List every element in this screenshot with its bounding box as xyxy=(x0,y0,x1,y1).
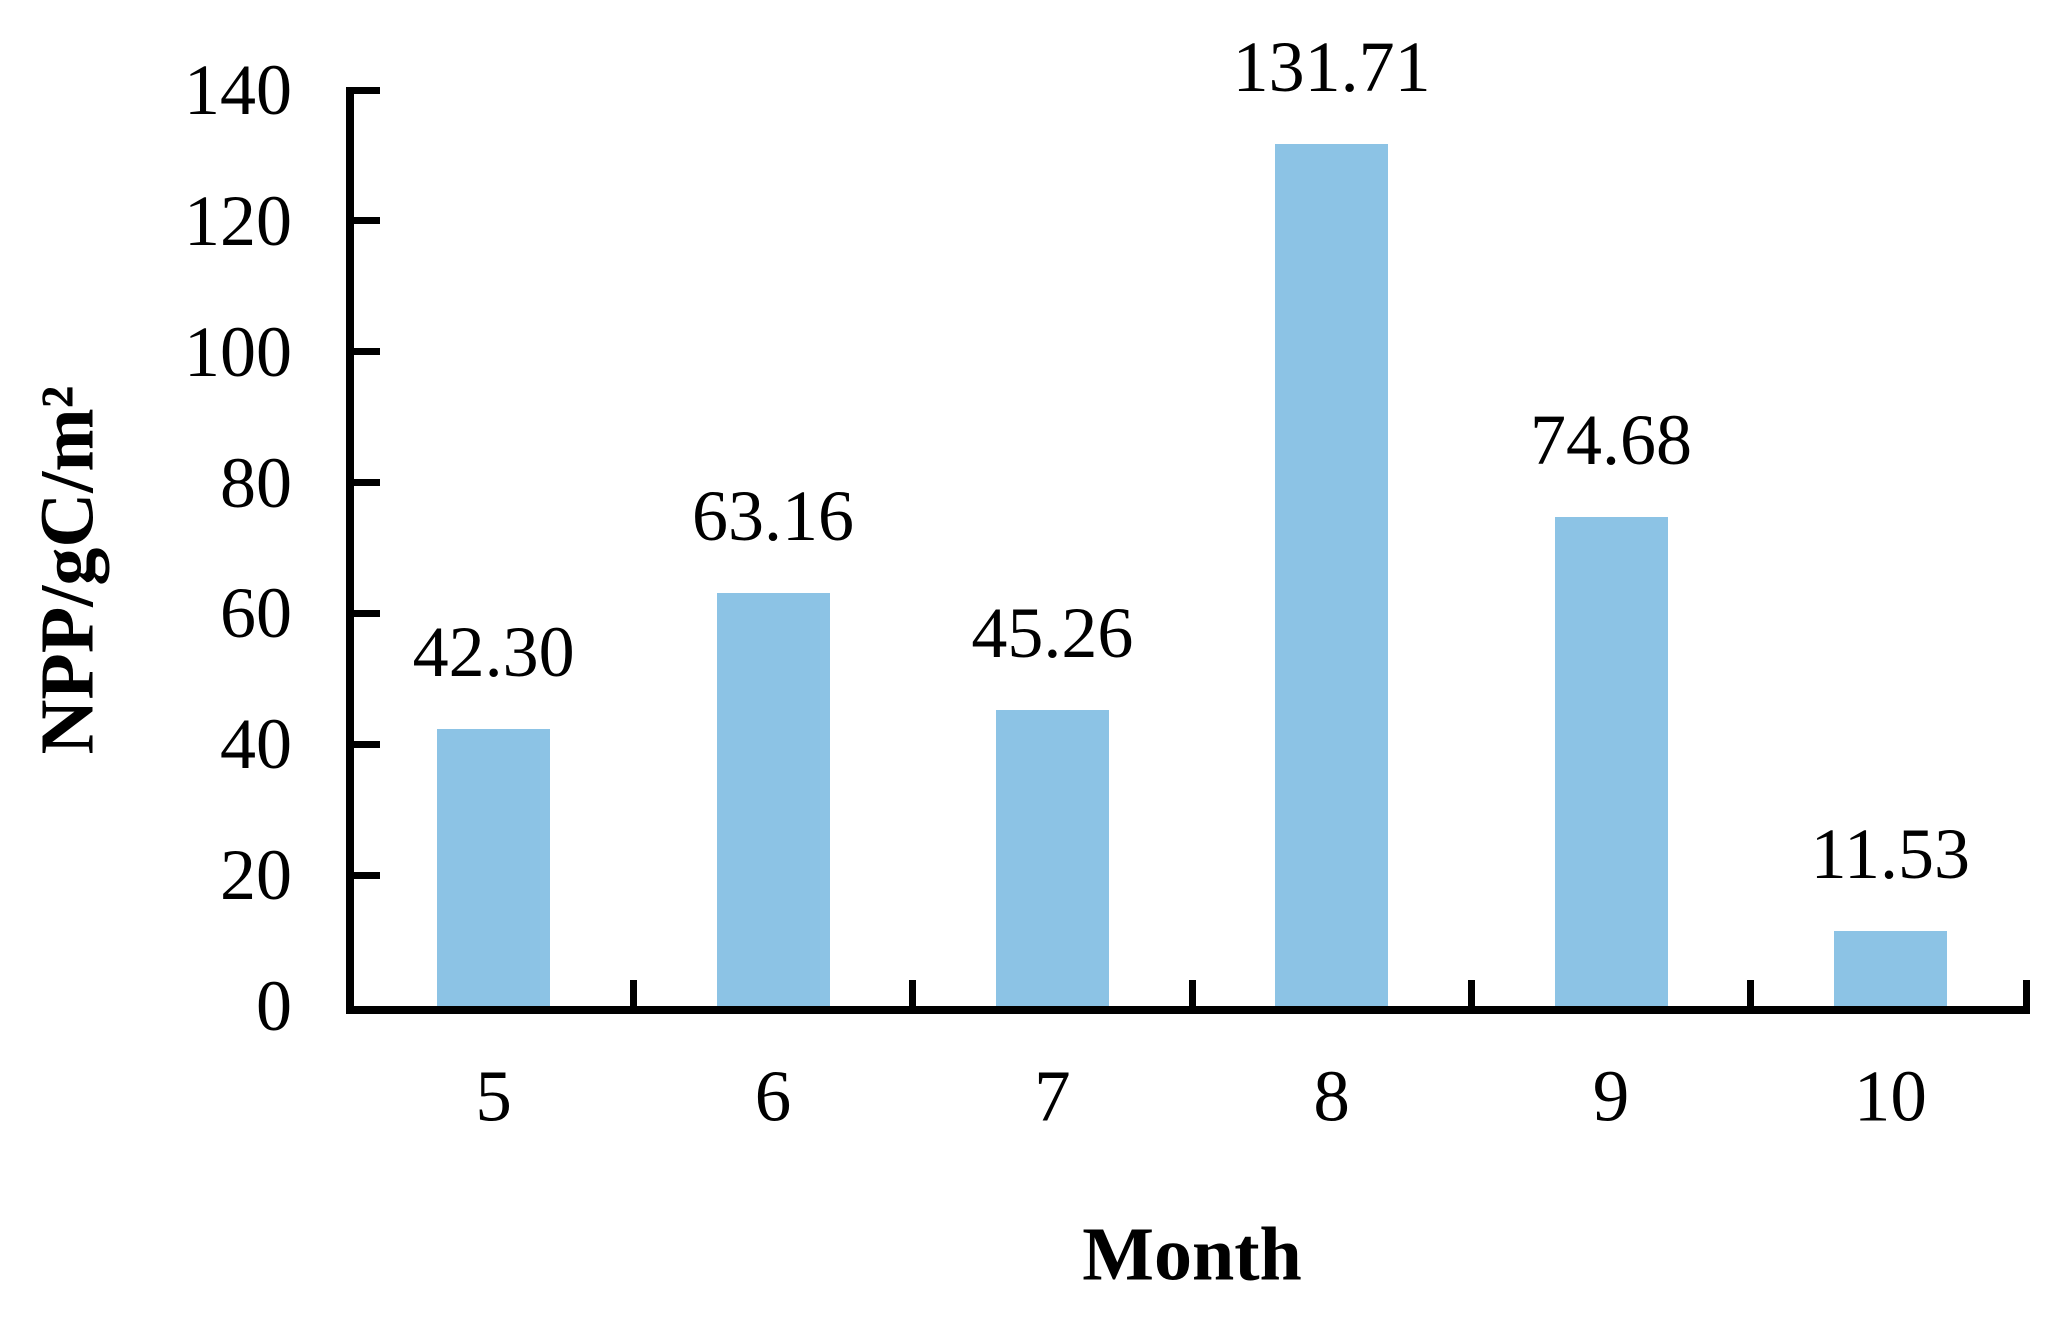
y-tick-label: 20 xyxy=(220,835,292,916)
x-tick-mark xyxy=(1747,980,1755,1006)
y-tick-mark xyxy=(354,348,380,356)
bar-month-5 xyxy=(437,729,551,1006)
bar-value-label: 45.26 xyxy=(971,592,1134,673)
x-tick-label: 9 xyxy=(1592,1055,1630,1137)
y-tick-label: 140 xyxy=(184,50,292,130)
x-tick-label: 5 xyxy=(475,1055,512,1137)
x-tick-label: 7 xyxy=(1034,1055,1071,1137)
y-tick-label: 120 xyxy=(184,180,292,261)
x-tick-mark xyxy=(1467,980,1475,1006)
bar-value-label: 74.68 xyxy=(1530,400,1692,481)
y-tick-label: 100 xyxy=(184,311,292,392)
y-tick-mark xyxy=(354,86,380,94)
x-tick-label: 6 xyxy=(754,1055,792,1137)
y-tick-mark xyxy=(354,217,380,225)
y-tick-mark xyxy=(354,740,380,748)
x-tick-label: 8 xyxy=(1313,1055,1350,1137)
x-tick-mark xyxy=(2023,980,2030,1006)
y-tick-mark xyxy=(354,871,380,879)
y-tick-label: 40 xyxy=(220,704,292,785)
bar-value-label: 42.30 xyxy=(412,612,575,693)
y-tick-label: 60 xyxy=(220,573,292,654)
y-tick-label: 80 xyxy=(220,442,292,523)
bar-month-7 xyxy=(995,709,1109,1006)
x-tick-label: 10 xyxy=(1853,1055,1927,1137)
bar-month-6 xyxy=(716,592,830,1006)
x-axis-title: Month xyxy=(1082,1212,1302,1297)
bar-month-10 xyxy=(1833,930,1947,1006)
x-axis-line xyxy=(346,1006,2030,1014)
bar-value-label: 63.16 xyxy=(692,475,854,556)
y-tick-mark xyxy=(354,609,380,617)
y-axis-title: NPP/gC/m² xyxy=(25,385,110,755)
x-tick-mark xyxy=(629,980,637,1006)
y-tick-mark xyxy=(354,479,380,487)
bar-month-9 xyxy=(1554,517,1668,1006)
x-tick-mark xyxy=(909,980,917,1006)
bar-month-8 xyxy=(1275,144,1389,1006)
bar-value-label: 11.53 xyxy=(1810,813,1970,894)
x-tick-mark xyxy=(1188,980,1196,1006)
y-axis-line xyxy=(346,87,354,1014)
y-tick-label: 0 xyxy=(256,966,292,1046)
bar-value-label: 131.71 xyxy=(1232,27,1431,108)
